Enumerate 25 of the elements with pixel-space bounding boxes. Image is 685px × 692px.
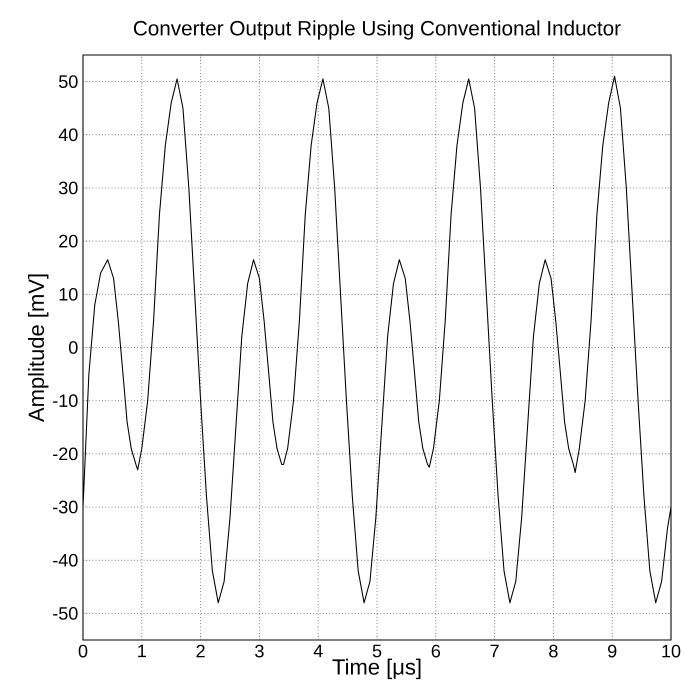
y-tick-label: 30 [58, 182, 78, 194]
x-tick-label: 7 [490, 644, 498, 658]
y-tick-label: 20 [58, 234, 78, 248]
y-tick-label: 0 [68, 341, 78, 354]
x-tick-label: 9 [608, 644, 616, 658]
y-axis-title: Amplitude [mV] [28, 274, 48, 422]
x-tick-label: 8 [548, 644, 558, 658]
x-tick-label: 10 [662, 644, 680, 658]
x-tick-label: 3 [254, 644, 264, 658]
y-tick-label: -30 [52, 500, 78, 514]
x-tick-label: 4 [313, 644, 322, 658]
x-tick-label: 5 [372, 644, 382, 658]
x-tick-label: 6 [432, 644, 440, 658]
y-tick-label: 40 [58, 128, 78, 142]
y-tick-label: -20 [52, 447, 78, 460]
x-axis-title: Time [μs] [332, 658, 420, 680]
x-tick-label: 2 [196, 644, 204, 658]
y-tick-label: -10 [52, 394, 78, 408]
y-tick-label: -50 [52, 607, 78, 620]
y-tick-label: -40 [52, 554, 78, 567]
y-tick-label: 10 [59, 288, 78, 301]
y-tick-label: 50 [58, 75, 78, 88]
chart-title: Converter Output Ripple Using Conventional Inductor [134, 20, 620, 40]
x-tick-label: 0 [78, 644, 88, 658]
x-tick-label: 1 [138, 644, 146, 658]
